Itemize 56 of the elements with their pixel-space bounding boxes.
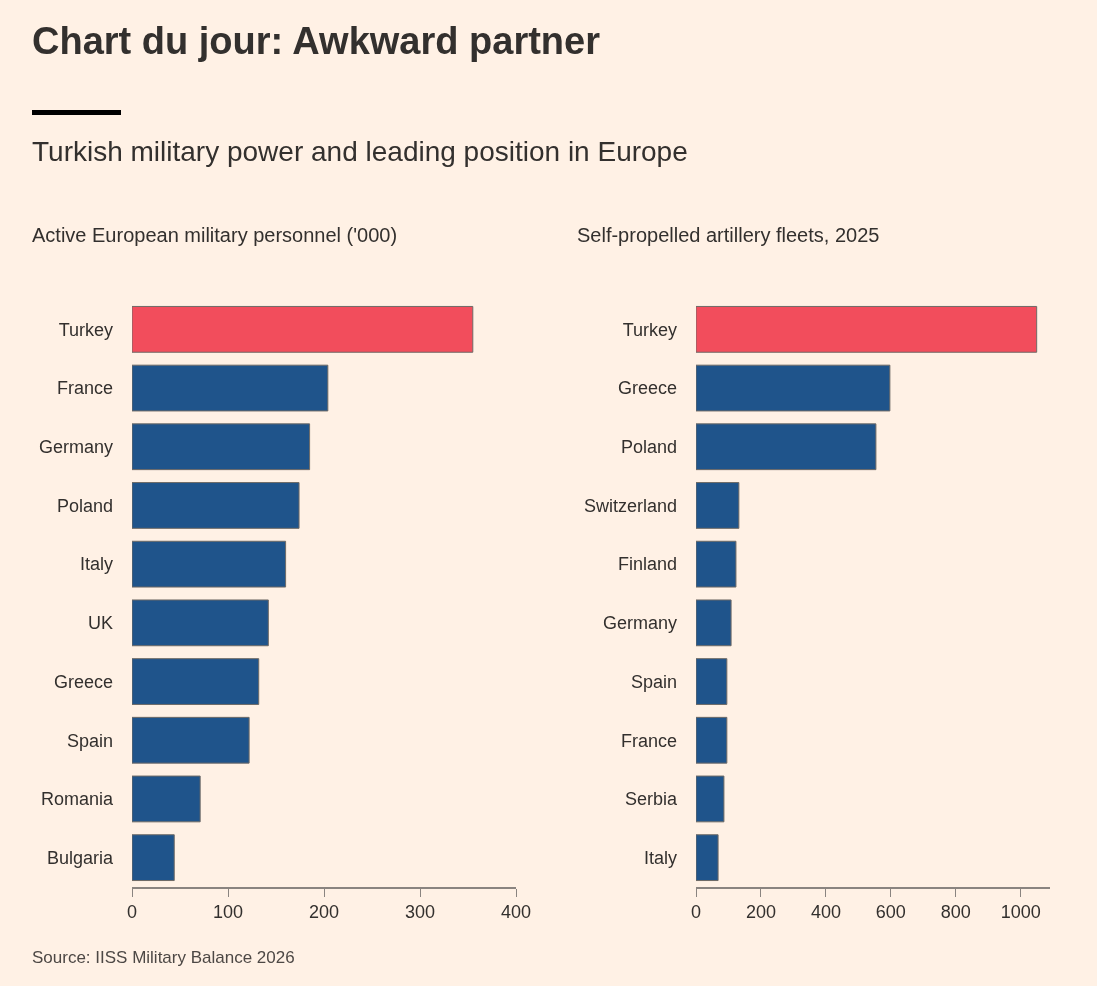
y-tick-label: Spain [66, 730, 113, 751]
text: Turkish military power and leading position in Europe [32, 136, 688, 168]
bar [696, 834, 719, 882]
x-tick-label: 1000 [1000, 902, 1041, 923]
bar [696, 540, 737, 588]
chart-title: Self-propelled artillery fleets, 2025 [577, 224, 880, 246]
bar [132, 364, 329, 412]
y-tick-label: Poland [620, 437, 677, 458]
bar [696, 482, 740, 529]
y-tick-label: Serbia [624, 789, 678, 810]
bar [696, 716, 728, 764]
bar [696, 775, 725, 823]
x-tick-label: 100 [212, 902, 244, 923]
y-tick-label: UK [87, 613, 113, 634]
bar [132, 658, 260, 705]
bar [696, 364, 891, 412]
y-tick-label: Germany [602, 613, 677, 634]
y-tick-label: France [620, 730, 677, 751]
x-tick-label: 300 [404, 902, 436, 923]
y-tick-label: Italy [643, 847, 677, 868]
y-tick-label: Spain [630, 671, 677, 692]
y-tick-label: Greece [617, 378, 677, 399]
y-tick-label: France [56, 378, 113, 399]
y-tick-label: Germany [38, 437, 113, 458]
bar [132, 423, 311, 471]
bar [132, 775, 201, 823]
y-tick-label: Greece [53, 671, 113, 692]
bar [696, 305, 1038, 353]
bar [132, 540, 287, 588]
x-tick-label: 200 [308, 902, 340, 923]
y-tick-label: Turkey [58, 319, 113, 340]
x-tick-label: 400 [500, 902, 532, 923]
x-tick-label: 400 [810, 902, 841, 923]
text: Chart du jour: Awkward partner [32, 20, 600, 63]
bar [132, 716, 250, 764]
bar [132, 305, 474, 353]
x-tick-label: 0 [126, 902, 138, 923]
bar [132, 482, 300, 529]
chart-title: Active European military personnel ('000) [32, 224, 398, 246]
source-note: Source: IISS Military Balance 2026 [32, 948, 295, 968]
x-tick-label: 600 [875, 902, 906, 923]
bar [696, 423, 877, 471]
bar [696, 658, 728, 705]
bar [696, 599, 732, 647]
y-tick-label: Finland [617, 554, 677, 575]
y-tick-label: Switzerland [583, 495, 677, 516]
y-tick-label: Turkey [622, 319, 677, 340]
y-tick-label: Italy [79, 554, 113, 575]
y-tick-label: Poland [56, 495, 113, 516]
bar [132, 599, 269, 647]
x-tick-label: 800 [940, 902, 971, 923]
x-tick-label: 0 [690, 902, 702, 923]
bar [132, 834, 175, 882]
x-tick-label: 200 [745, 902, 776, 923]
y-tick-label: Bulgaria [46, 847, 114, 868]
y-tick-label: Romania [40, 789, 114, 810]
